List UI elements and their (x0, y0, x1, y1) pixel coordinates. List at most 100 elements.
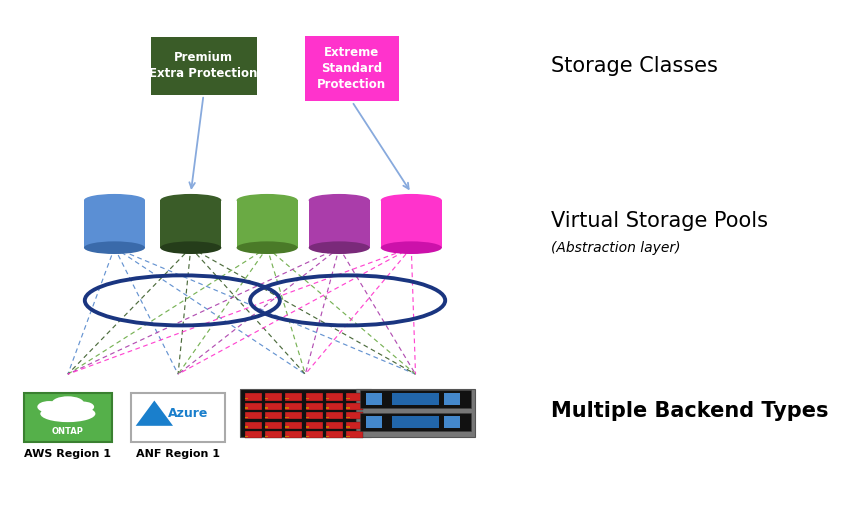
Ellipse shape (309, 194, 370, 207)
Ellipse shape (309, 241, 370, 254)
Polygon shape (160, 200, 221, 248)
FancyBboxPatch shape (346, 398, 349, 399)
FancyBboxPatch shape (326, 398, 329, 399)
FancyBboxPatch shape (392, 393, 439, 405)
FancyBboxPatch shape (285, 426, 288, 428)
Ellipse shape (41, 405, 95, 422)
FancyBboxPatch shape (326, 412, 343, 419)
FancyBboxPatch shape (305, 412, 322, 419)
FancyBboxPatch shape (305, 393, 322, 401)
Text: Multiple Backend Types: Multiple Backend Types (551, 401, 828, 421)
Polygon shape (136, 401, 173, 426)
Polygon shape (84, 200, 145, 248)
FancyBboxPatch shape (285, 422, 302, 429)
FancyBboxPatch shape (326, 393, 343, 401)
FancyBboxPatch shape (346, 426, 349, 428)
FancyBboxPatch shape (285, 417, 288, 418)
Ellipse shape (37, 401, 61, 413)
Text: Azure: Azure (168, 407, 209, 419)
Ellipse shape (160, 194, 221, 207)
FancyBboxPatch shape (265, 436, 268, 437)
Ellipse shape (381, 241, 442, 254)
FancyBboxPatch shape (285, 403, 302, 410)
Ellipse shape (72, 402, 94, 412)
Ellipse shape (52, 396, 84, 410)
FancyBboxPatch shape (265, 407, 268, 409)
Ellipse shape (160, 241, 221, 254)
FancyBboxPatch shape (244, 398, 248, 399)
FancyBboxPatch shape (360, 413, 471, 431)
FancyBboxPatch shape (265, 412, 282, 419)
FancyBboxPatch shape (444, 416, 460, 428)
Ellipse shape (237, 194, 298, 207)
FancyBboxPatch shape (150, 37, 256, 95)
FancyBboxPatch shape (244, 412, 261, 419)
FancyBboxPatch shape (285, 393, 302, 401)
FancyBboxPatch shape (346, 412, 363, 419)
FancyBboxPatch shape (366, 393, 382, 405)
Polygon shape (381, 200, 442, 248)
FancyBboxPatch shape (444, 393, 460, 405)
Polygon shape (237, 200, 298, 248)
FancyBboxPatch shape (346, 422, 363, 429)
Text: AWS Region 1: AWS Region 1 (25, 449, 111, 459)
Text: ONTAP: ONTAP (52, 426, 84, 436)
FancyBboxPatch shape (346, 417, 349, 418)
FancyBboxPatch shape (346, 436, 349, 437)
Text: ANF Region 1: ANF Region 1 (136, 449, 220, 459)
FancyBboxPatch shape (326, 422, 343, 429)
FancyBboxPatch shape (346, 431, 363, 438)
Text: Storage Classes: Storage Classes (551, 56, 718, 76)
FancyBboxPatch shape (305, 436, 309, 437)
Text: Premium
Extra Protection: Premium Extra Protection (149, 51, 258, 81)
FancyBboxPatch shape (285, 412, 302, 419)
FancyBboxPatch shape (346, 403, 363, 410)
FancyBboxPatch shape (326, 431, 343, 438)
FancyBboxPatch shape (239, 389, 371, 437)
FancyBboxPatch shape (326, 417, 329, 418)
FancyBboxPatch shape (305, 407, 309, 409)
FancyBboxPatch shape (305, 422, 322, 429)
FancyBboxPatch shape (346, 407, 349, 409)
Ellipse shape (84, 194, 145, 207)
FancyBboxPatch shape (305, 36, 399, 101)
FancyBboxPatch shape (326, 403, 343, 410)
FancyBboxPatch shape (356, 389, 475, 437)
FancyBboxPatch shape (24, 393, 112, 442)
FancyBboxPatch shape (285, 436, 288, 437)
FancyBboxPatch shape (265, 403, 282, 410)
FancyBboxPatch shape (244, 407, 248, 409)
FancyBboxPatch shape (285, 431, 302, 438)
FancyBboxPatch shape (305, 398, 309, 399)
Ellipse shape (237, 241, 298, 254)
FancyBboxPatch shape (265, 431, 282, 438)
FancyBboxPatch shape (305, 431, 322, 438)
FancyBboxPatch shape (244, 417, 248, 418)
FancyBboxPatch shape (305, 403, 322, 410)
FancyBboxPatch shape (305, 426, 309, 428)
FancyBboxPatch shape (305, 417, 309, 418)
FancyBboxPatch shape (244, 403, 261, 410)
FancyBboxPatch shape (285, 398, 288, 399)
FancyBboxPatch shape (244, 393, 261, 401)
FancyBboxPatch shape (244, 422, 261, 429)
FancyBboxPatch shape (326, 407, 329, 409)
Text: Extreme
Standard
Protection: Extreme Standard Protection (317, 46, 387, 91)
FancyBboxPatch shape (265, 398, 268, 399)
FancyBboxPatch shape (360, 390, 471, 408)
FancyBboxPatch shape (326, 436, 329, 437)
FancyBboxPatch shape (244, 436, 248, 437)
FancyBboxPatch shape (392, 416, 439, 428)
FancyBboxPatch shape (244, 426, 248, 428)
FancyBboxPatch shape (265, 426, 268, 428)
FancyBboxPatch shape (346, 393, 363, 401)
Polygon shape (309, 200, 370, 248)
FancyBboxPatch shape (244, 431, 261, 438)
FancyBboxPatch shape (326, 426, 329, 428)
FancyBboxPatch shape (285, 407, 288, 409)
FancyBboxPatch shape (265, 393, 282, 401)
FancyBboxPatch shape (131, 393, 225, 442)
Text: (Abstraction layer): (Abstraction layer) (551, 241, 681, 255)
Text: Virtual Storage Pools: Virtual Storage Pools (551, 211, 768, 231)
Ellipse shape (84, 241, 145, 254)
